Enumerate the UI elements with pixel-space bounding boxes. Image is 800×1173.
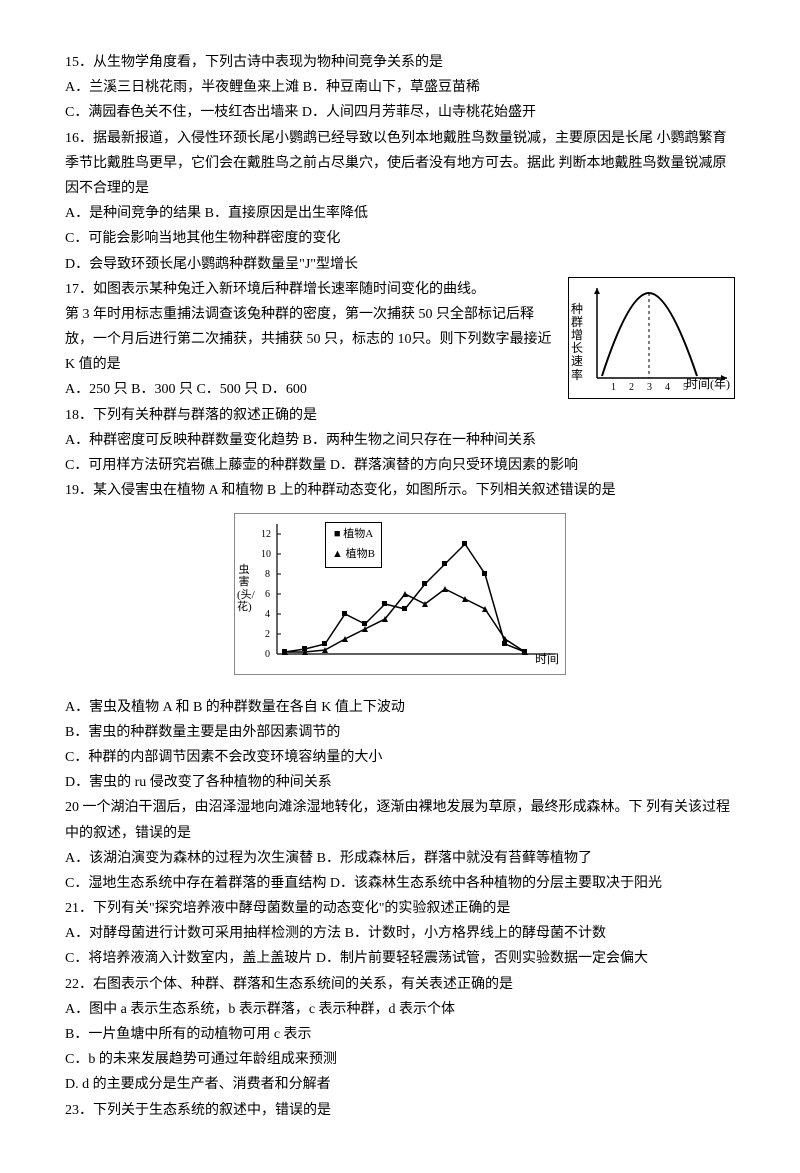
q17-opts: A．250 只 B．300 只 C．500 只 D．600 (65, 377, 560, 402)
q19-legend: ■ 植物A ▲ 植物B (325, 522, 382, 568)
q22-opt-b: B．一片鱼塘中所有的动植物可用 c 表示 (65, 1022, 735, 1047)
q18-opt-cd: C．可用样方法研究岩礁上藤壶的种群数量 D．群落演替的方向只受环境因素的影响 (65, 453, 735, 478)
q18-stem: 18．下列有关种群与群落的叙述正确的是 (65, 403, 735, 428)
svg-text:3: 3 (647, 382, 652, 393)
q19-opt-c: C．种群的内部调节因素不会改变环境容纳量的大小 (65, 745, 735, 770)
q19-opt-a: A．害虫及植物 A 和 B 的种群数量在各自 K 值上下波动 (65, 695, 735, 720)
q21-opt-ab: A．对酵母菌进行计数可采用抽样检测的方法 B．计数时，小方格界线上的酵母菌不计数 (65, 921, 735, 946)
q19-opt-b: B．害虫的种群数量主要是由外部因素调节的 (65, 720, 735, 745)
legend-b: 植物B (346, 548, 375, 560)
q16-opt-d: D．会导致环颈长尾小鹦鹉种群数量呈"J"型增长 (65, 252, 735, 277)
q17-stem1: 17．如图表示某种兔迁入新环境后种群增长速率随时间变化的曲线。 (65, 277, 560, 302)
svg-text:12: 12 (261, 529, 271, 540)
svg-text:4: 4 (665, 382, 670, 393)
svg-text:6: 6 (265, 589, 270, 600)
q22-stem: 22．右图表示个体、种群、群落和生态系统间的关系，有关表述正确的是 (65, 972, 735, 997)
svg-text:2: 2 (265, 629, 270, 640)
q16-stem: 16．据最新报道，入侵性环颈长尾小鹦鹉已经导致以色列本地戴胜鸟数量锐减，主要原因… (65, 126, 735, 202)
svg-text:1: 1 (611, 382, 616, 393)
legend-a: 植物A (343, 528, 373, 540)
q17-stem2: 第 3 年时用标志重捕法调查该兔种群的密度，第一次捕获 50 只全部标记后释放，… (65, 302, 560, 378)
q19-xlabel: 时间 (535, 649, 559, 671)
svg-text:2: 2 (629, 382, 634, 393)
svg-text:8: 8 (265, 569, 270, 580)
q18-opt-ab: A．种群密度可反映种群数量变化趋势 B．两种生物之间只存在一种种间关系 (65, 428, 735, 453)
q23-stem: 23．下列关于生态系统的叙述中，错误的是 (65, 1098, 735, 1123)
q20-opt-ab: A．该湖泊演变为森林的过程为次生演替 B．形成森林后，群落中就没有苔藓等植物了 (65, 846, 735, 871)
q20-stem: 20 一个湖泊干涸后，由沼泽湿地向滩涂湿地转化，逐渐由裸地发展为草原，最终形成森… (65, 795, 735, 845)
pest-chart-svg: 0 2 4 6 8 10 12 (235, 514, 565, 674)
q15-opt-cd: C．满园春色关不住，一枝红杏出墙来 D．人间四月芳菲尽，山寺桃花始盛开 (65, 100, 735, 125)
svg-text:4: 4 (265, 609, 270, 620)
q19-ylabel: 虫害(头/花) (237, 564, 251, 612)
svg-text:10: 10 (261, 549, 271, 560)
q21-opt-cd: C．将培养液滴入计数室内，盖上盖玻片 D．制片前要轻轻震荡试管，否则实验数据一定… (65, 946, 735, 971)
q16-opt-c: C．可能会影响当地其他生物种群密度的变化 (65, 226, 735, 251)
q21-stem: 21．下列有关"探究培养液中酵母菌数量的动态变化"的实验叙述正确的是 (65, 896, 735, 921)
svg-text:0: 0 (265, 649, 270, 660)
q19-stem: 19．某入侵害虫在植物 A 和植物 B 上的种群动态变化，如图所示。下列相关叙述… (65, 478, 735, 503)
q15-opt-ab: A．兰溪三日桃花雨，半夜鲤鱼来上滩 B．种豆南山下，草盛豆苗稀 (65, 75, 735, 100)
q16-opt-ab: A．是种间竞争的结果 B．直接原因是出生率降低 (65, 201, 735, 226)
q17-figure: 种群增长速率 1 2 3 4 5 时间(年) (568, 277, 735, 399)
q15-stem: 15．从生物学角度看，下列古诗中表现为物种间竞争关系的是 (65, 50, 735, 75)
q19-figure: 0 2 4 6 8 10 12 ■ 植物A ▲ 植物B 虫害(头/花) (234, 513, 566, 675)
q20-opt-cd: C．湿地生态系统中存在着群落的垂直结构 D．该森林生态系统中各种植物的分层主要取… (65, 871, 735, 896)
q17-xlabel: 时间(年) (686, 374, 730, 396)
q19-opt-d: D．害虫的 ru 侵改变了各种植物的种间关系 (65, 770, 735, 795)
q22-opt-a: A．图中 a 表示生态系统，b 表示群落，c 表示种群，d 表示个体 (65, 997, 735, 1022)
q22-opt-d: D. d 的主要成分是生产者、消费者和分解者 (65, 1072, 735, 1097)
q22-opt-c: C．b 的未来发展趋势可通过年龄组成来预测 (65, 1047, 735, 1072)
